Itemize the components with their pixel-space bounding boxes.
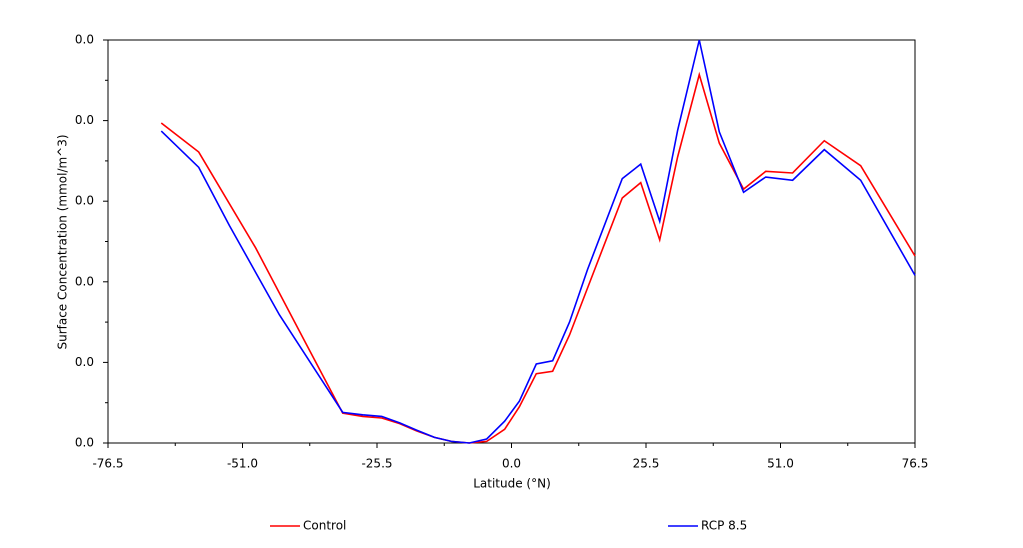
x-tick-label: -76.5 xyxy=(92,457,123,471)
x-tick-label: 76.5 xyxy=(902,457,929,471)
y-tick-label: 0.0 xyxy=(75,33,94,47)
y-tick-label: 0.0 xyxy=(75,436,94,450)
x-tick-label: 25.5 xyxy=(633,457,660,471)
y-tick-label: 0.0 xyxy=(75,355,94,369)
y-tick-label: 0.0 xyxy=(75,194,94,208)
legend-label: RCP 8.5 xyxy=(701,519,747,533)
legend-label: Control xyxy=(303,519,346,533)
y-axis-label: Surface Concentration (mmol/m^3) xyxy=(56,134,70,349)
x-tick-label: 51.0 xyxy=(767,457,794,471)
x-tick-label: 0.0 xyxy=(502,457,521,471)
y-tick-label: 0.0 xyxy=(75,113,94,127)
x-tick-label: -51.0 xyxy=(227,457,258,471)
x-axis-label: Latitude (°N) xyxy=(473,477,551,491)
plot-frame xyxy=(107,39,916,444)
series-line xyxy=(160,39,916,444)
series-line xyxy=(160,71,916,444)
y-tick-label: 0.0 xyxy=(75,274,94,288)
x-tick-label: -25.5 xyxy=(361,457,392,471)
